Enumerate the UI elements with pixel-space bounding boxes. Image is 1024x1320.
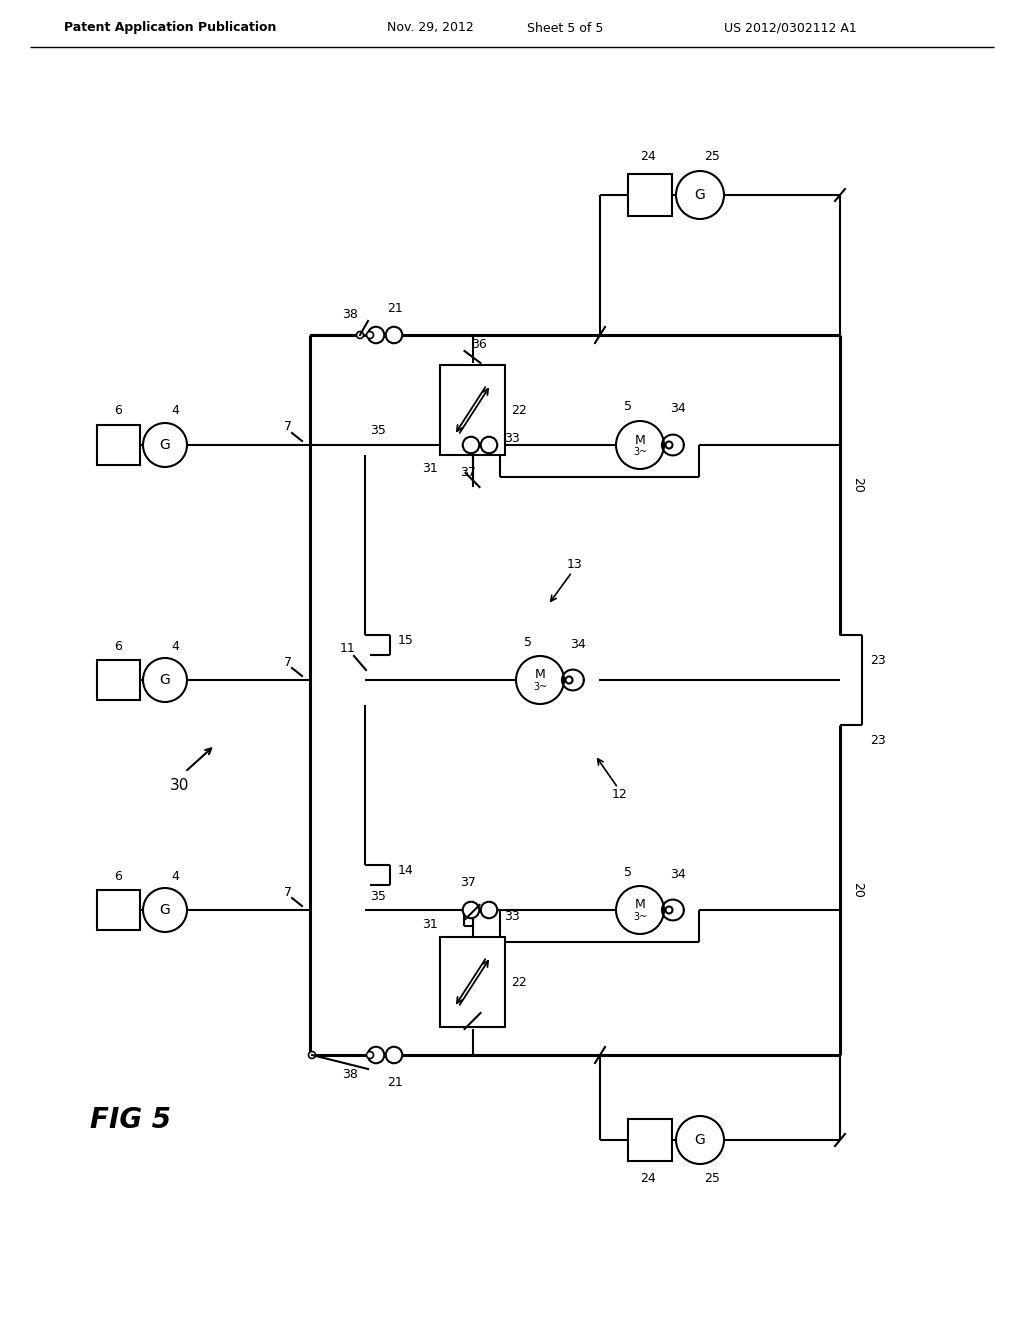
Circle shape [367, 331, 374, 338]
Text: 4: 4 [171, 870, 179, 883]
Text: 20: 20 [852, 477, 864, 492]
Text: 6: 6 [114, 404, 122, 417]
Text: 12: 12 [612, 788, 628, 801]
Text: G: G [160, 903, 170, 917]
Text: 35: 35 [370, 890, 386, 903]
Bar [440, 937, 505, 1027]
Text: 7: 7 [284, 421, 292, 433]
Text: 22: 22 [511, 975, 527, 989]
Circle shape [616, 886, 664, 935]
Text: 22: 22 [511, 404, 527, 417]
Circle shape [143, 422, 187, 467]
Text: 13: 13 [567, 558, 583, 572]
Circle shape [356, 331, 364, 338]
Text: 34: 34 [570, 638, 586, 651]
Text: G: G [160, 673, 170, 686]
Text: 6: 6 [114, 639, 122, 652]
Text: 33: 33 [504, 433, 520, 446]
Text: 25: 25 [705, 150, 720, 164]
Text: 21: 21 [387, 302, 402, 315]
Text: 35: 35 [370, 425, 386, 437]
Text: 4: 4 [171, 639, 179, 652]
Circle shape [143, 657, 187, 702]
Circle shape [463, 902, 479, 919]
Bar [628, 1119, 672, 1162]
Text: 34: 34 [670, 403, 686, 416]
Text: Patent Application Publication: Patent Application Publication [63, 21, 276, 34]
Text: 5: 5 [624, 400, 632, 413]
Text: 5: 5 [624, 866, 632, 879]
Text: 24: 24 [640, 150, 656, 164]
Text: 7: 7 [284, 886, 292, 899]
Text: 5: 5 [524, 635, 532, 648]
Bar [97, 660, 140, 700]
Circle shape [666, 441, 673, 449]
Text: Sheet 5 of 5: Sheet 5 of 5 [526, 21, 603, 34]
Circle shape [386, 1047, 402, 1063]
Bar [440, 366, 505, 455]
Circle shape [308, 1052, 315, 1059]
Text: 37: 37 [460, 875, 476, 888]
Bar [628, 174, 672, 216]
Text: 3~: 3~ [532, 682, 547, 692]
Text: 4: 4 [171, 404, 179, 417]
Text: 31: 31 [422, 462, 438, 475]
Text: 23: 23 [870, 734, 886, 747]
Text: G: G [694, 1133, 706, 1147]
Text: 36: 36 [478, 1012, 495, 1026]
Circle shape [480, 437, 498, 453]
Bar [97, 890, 140, 931]
Text: 3~: 3~ [633, 912, 647, 921]
Circle shape [368, 327, 384, 343]
Circle shape [565, 676, 572, 684]
Text: 38: 38 [342, 1068, 358, 1081]
Text: 6: 6 [114, 870, 122, 883]
Text: G: G [160, 438, 170, 451]
Circle shape [367, 1052, 374, 1059]
Circle shape [463, 437, 479, 453]
Circle shape [516, 656, 564, 704]
Circle shape [676, 1115, 724, 1164]
Text: 15: 15 [398, 634, 414, 647]
Text: 7: 7 [284, 656, 292, 668]
Circle shape [616, 421, 664, 469]
Text: 38: 38 [342, 309, 358, 322]
Bar [97, 425, 140, 465]
Text: FIG 5: FIG 5 [90, 1106, 171, 1134]
Circle shape [480, 902, 498, 919]
Text: 24: 24 [640, 1172, 656, 1184]
Text: 30: 30 [170, 777, 189, 792]
Text: M: M [535, 668, 546, 681]
Text: M: M [635, 899, 645, 912]
Circle shape [666, 907, 673, 913]
Text: 34: 34 [670, 867, 686, 880]
Text: 11: 11 [340, 642, 356, 655]
Text: 14: 14 [398, 863, 414, 876]
Text: M: M [635, 433, 645, 446]
Text: G: G [694, 187, 706, 202]
Text: 36: 36 [471, 338, 486, 351]
Text: 25: 25 [705, 1172, 720, 1184]
Text: 3~: 3~ [633, 447, 647, 457]
Circle shape [386, 327, 402, 343]
Text: 31: 31 [422, 919, 438, 932]
Text: 33: 33 [504, 909, 520, 923]
Text: US 2012/0302112 A1: US 2012/0302112 A1 [724, 21, 856, 34]
Text: 20: 20 [852, 882, 864, 898]
Circle shape [143, 888, 187, 932]
Circle shape [676, 172, 724, 219]
Text: Nov. 29, 2012: Nov. 29, 2012 [387, 21, 473, 34]
Circle shape [368, 1047, 384, 1063]
Text: 21: 21 [387, 1077, 402, 1089]
Text: 37: 37 [460, 466, 476, 479]
Text: 23: 23 [870, 653, 886, 667]
